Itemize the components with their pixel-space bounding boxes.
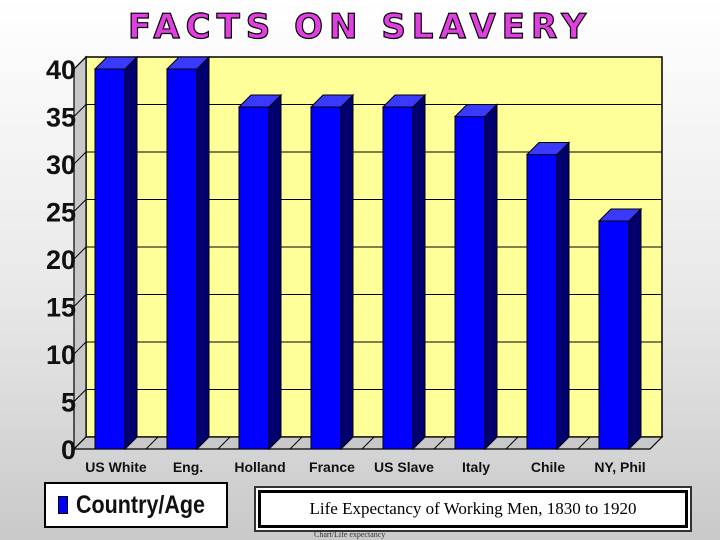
gridline-side — [73, 199, 87, 212]
plot-background — [73, 55, 663, 451]
bar — [525, 141, 571, 451]
y-axis-ticks: 0 5 10 15 20 25 30 35 40 — [46, 55, 76, 465]
bar — [165, 55, 211, 451]
x-tick-label: Holland — [234, 459, 285, 475]
x-tick-label: France — [309, 459, 355, 475]
gridline-side — [73, 246, 87, 260]
bar — [237, 93, 283, 451]
slide-title-text: FACTS ON SLAVERY — [128, 7, 592, 47]
bar-chart: 0 5 10 15 20 25 30 35 40 US White Eng. Holland Fran… — [46, 55, 664, 475]
y-tick-label: 5 — [61, 388, 76, 418]
y-tick-label: 10 — [46, 340, 76, 370]
footnote: Chart/Life expectancy — [314, 530, 386, 539]
x-tick-label: Chile — [531, 459, 565, 475]
x-tick-label: NY, Phil — [594, 459, 645, 475]
y-tick-label: 20 — [46, 245, 76, 275]
gridline-side — [73, 56, 87, 70]
legend-swatch — [58, 496, 68, 514]
bar — [453, 103, 499, 451]
x-axis-labels: US White Eng. Holland France US Slave Italy Ch… — [85, 459, 645, 475]
gridline-side — [73, 151, 87, 165]
legend-label: Country/Age — [76, 490, 205, 519]
bar — [597, 207, 643, 451]
gridline-side — [73, 294, 87, 307]
x-tick-label: Eng. — [173, 459, 203, 475]
y-tick-label: 25 — [46, 198, 76, 228]
bar — [309, 93, 355, 451]
y-tick-label: 0 — [61, 435, 76, 465]
y-tick-label: 30 — [46, 150, 76, 180]
floor-divider — [505, 436, 519, 450]
x-tick-label: Italy — [462, 459, 490, 475]
y-tick-label: 35 — [46, 103, 76, 133]
bars — [93, 55, 643, 451]
chart-caption: Life Expectancy of Working Men, 1830 to … — [258, 490, 688, 528]
gridline-side — [73, 341, 87, 355]
legend: Country/Age — [44, 482, 228, 528]
y-tick-label: 40 — [46, 55, 76, 85]
floor-divider — [361, 436, 375, 450]
gridline-side — [73, 389, 87, 402]
floor-divider — [289, 436, 303, 450]
bar — [381, 93, 427, 451]
floor-divider — [577, 436, 591, 450]
plot-floor — [72, 436, 664, 450]
floor-divider — [433, 436, 447, 450]
floor-divider — [217, 436, 231, 450]
x-tick-label: US White — [85, 459, 147, 475]
gridline-side — [73, 104, 87, 117]
x-tick-label: US Slave — [374, 459, 434, 475]
bar — [93, 55, 139, 451]
slide-title: FACTS ON SLAVERY — [127, 6, 592, 47]
floor-divider — [145, 436, 159, 450]
y-tick-label: 15 — [46, 293, 76, 323]
